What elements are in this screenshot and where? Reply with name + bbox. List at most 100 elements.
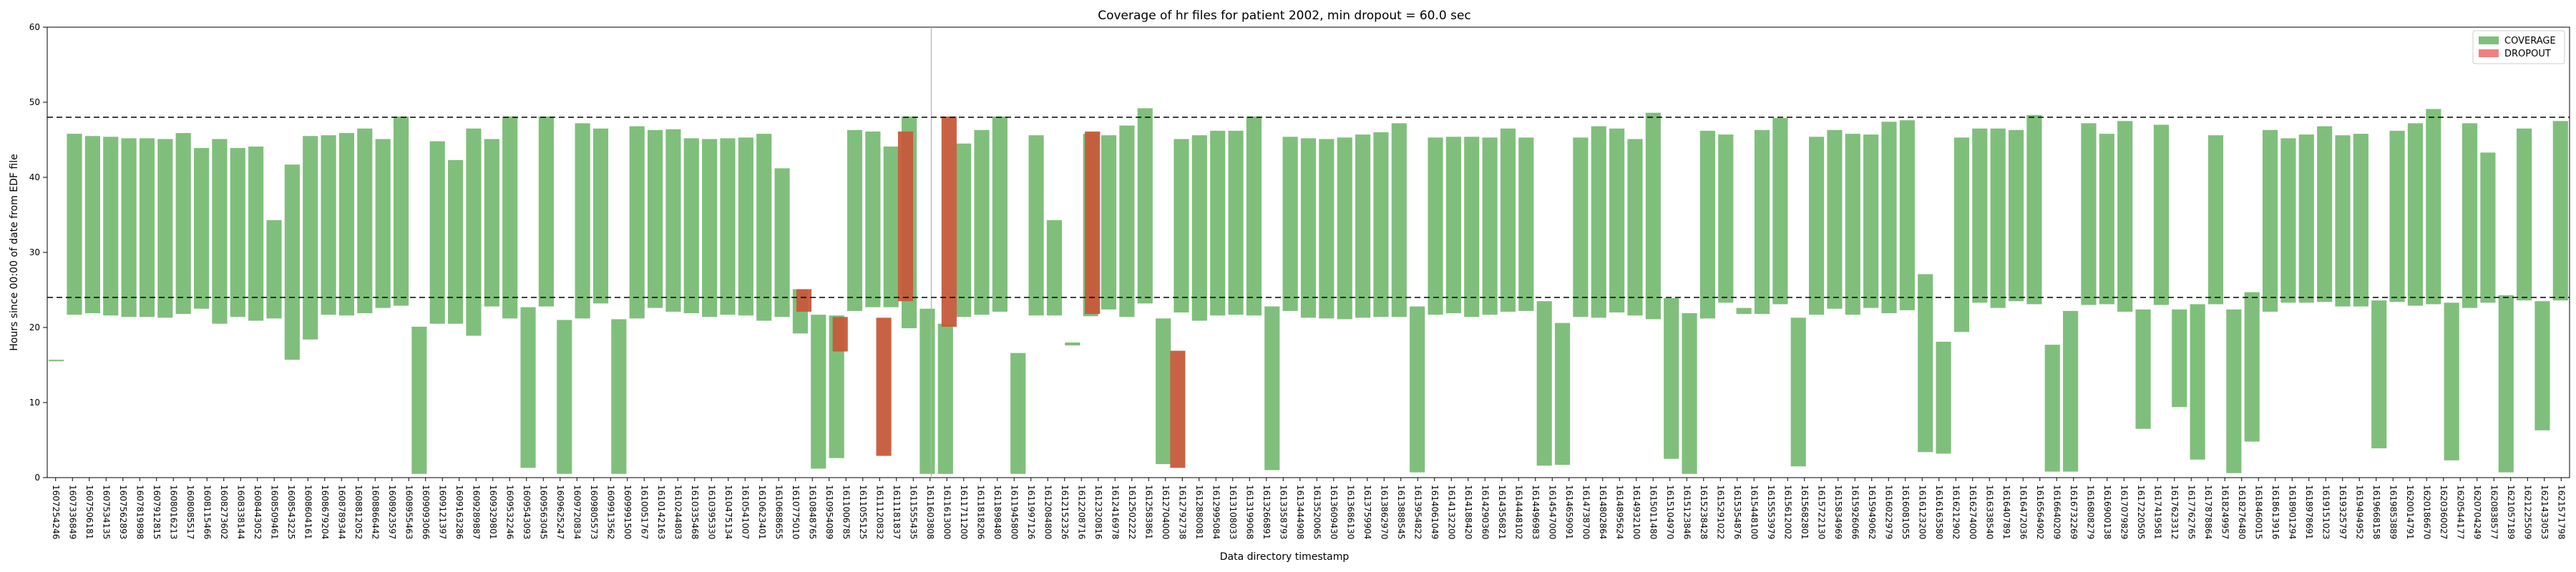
- reference-lines: [47, 117, 2570, 298]
- x-tick-label: 1608679204: [320, 485, 330, 539]
- coverage-bar: [520, 307, 536, 468]
- x-tick-label: 1609121397: [437, 485, 447, 539]
- x-tick-label: 1617419581: [2152, 485, 2162, 539]
- x-tick-label: 1612084800: [1043, 485, 1053, 539]
- x-tick-label: 1620186670: [2421, 485, 2431, 539]
- x-tick-label: 1621433053: [2540, 485, 2550, 539]
- coverage-bar: [1573, 137, 1589, 317]
- x-tick-label: 1608016213: [168, 485, 178, 539]
- x-tick-label: 1609163286: [454, 485, 464, 539]
- y-tick-label: 50: [29, 97, 40, 107]
- coverage-bar: [103, 137, 119, 316]
- coverage-bar: [1391, 123, 1407, 317]
- x-tick-label: 1621571798: [2556, 485, 2566, 539]
- x-tick-label: 1621225509: [2522, 485, 2532, 539]
- x-tick-label: 1616022979: [1883, 485, 1893, 539]
- legend-swatch: [2479, 36, 2499, 44]
- coverage-bar: [1808, 137, 1825, 315]
- coverage-bar: [1536, 301, 1552, 466]
- coverage-bar: [774, 168, 790, 317]
- x-tick-label: 1614547000: [1547, 485, 1557, 539]
- x-tick-label: 1608955463: [404, 485, 414, 539]
- x-tick-label: 1608866442: [370, 485, 380, 539]
- coverage-bar: [1772, 118, 1788, 305]
- coverage-bar: [1410, 306, 1425, 473]
- coverage-bar: [1863, 134, 1879, 308]
- x-tick-label: 1608115466: [202, 485, 212, 539]
- x-tick-label: 1616472036: [2018, 485, 2028, 539]
- y-axis-title: Hours since 00:00 of date from EDF file: [9, 154, 20, 351]
- x-tick-label: 1614659091: [1564, 485, 1574, 539]
- x-tick-label: 1610848765: [807, 485, 817, 539]
- coverage-bar: [2044, 345, 2060, 472]
- x-tick-label: 1607819898: [135, 485, 145, 539]
- coverage-bar: [592, 128, 609, 304]
- x-tick-label: 1619668158: [2371, 485, 2381, 539]
- coverage-bar: [375, 139, 391, 308]
- x-tick-label: 1611711200: [959, 485, 969, 539]
- x-tick-label: 1607254246: [51, 485, 61, 539]
- coverage-bar: [665, 129, 681, 312]
- coverage-bar: [629, 126, 645, 319]
- coverage-bar: [1119, 125, 1135, 317]
- x-tick-label: 1607912815: [152, 485, 162, 539]
- x-tick-label: 1614895624: [1614, 485, 1624, 539]
- coverage-bar: [2371, 300, 2387, 449]
- dropout-bar: [832, 317, 848, 352]
- coverage-bar: [2117, 121, 2133, 312]
- coverage-bar: [1319, 139, 1335, 319]
- coverage-bar: [575, 123, 590, 319]
- coverage-bar: [2552, 121, 2568, 301]
- coverage-bar: [2153, 124, 2169, 305]
- x-tick-label: 1616338540: [1984, 485, 1994, 539]
- x-tick-label: 1608543225: [286, 485, 296, 539]
- x-tick-label: 1615238428: [1699, 485, 1709, 539]
- coverage-bar: [538, 116, 554, 307]
- coverage-bar: [1500, 128, 1516, 312]
- coverage-bar: [1918, 274, 1933, 453]
- coverage-bar: [1174, 139, 1189, 312]
- coverage-bar: [683, 138, 699, 314]
- x-tick-label: 1616900138: [2102, 485, 2112, 539]
- coverage-bar: [175, 133, 191, 315]
- x-tick-label: 1608812052: [353, 485, 364, 539]
- coverage-bar: [284, 164, 300, 360]
- y-tick-label: 30: [29, 247, 40, 257]
- coverage-bar: [992, 116, 1008, 312]
- x-tick-label: 1608338144: [235, 485, 245, 539]
- coverage-bar: [212, 139, 228, 324]
- coverage-bar: [1355, 134, 1371, 318]
- x-tick-label: 1611818206: [975, 485, 985, 539]
- x-tick-label: 1617878864: [2203, 485, 2213, 539]
- coverage-bar: [1010, 352, 1026, 474]
- coverage-bar: [1845, 134, 1860, 315]
- coverage-bar: [1282, 137, 1298, 311]
- x-tick-label: 1610541007: [740, 485, 750, 539]
- x-tick-label: 1617220505: [2136, 485, 2146, 539]
- x-tick-label: 1610688655: [774, 485, 784, 539]
- coverage-bar: [2099, 134, 2114, 305]
- x-tick-label: 1615123846: [1682, 485, 1692, 539]
- x-tick-label: 1608789344: [336, 485, 346, 539]
- coverage-bar: [2262, 129, 2278, 312]
- x-tick-label: 1619494952: [2354, 485, 2364, 539]
- x-tick-label: 1616163580: [1934, 485, 1944, 539]
- coverage-bar: [1337, 137, 1352, 320]
- y-tick-label: 40: [29, 172, 40, 182]
- x-tick-label: 1609913562: [605, 485, 615, 539]
- y-tick-label: 20: [29, 322, 40, 332]
- coverage-bar: [2426, 109, 2441, 305]
- coverage-bar: [1300, 138, 1317, 318]
- x-tick-label: 1609805573: [589, 485, 599, 539]
- x-tick-label: 1614290360: [1480, 485, 1490, 539]
- coverage-bar: [357, 128, 373, 314]
- x-tick-label: 1616123200: [1917, 485, 1927, 539]
- x-tick-label: 1617762765: [2186, 485, 2196, 539]
- coverage-bar: [738, 137, 753, 316]
- coverage-bar: [756, 134, 772, 321]
- x-tick-label: 1614188420: [1463, 485, 1473, 539]
- x-tick-label: 1614496983: [1531, 485, 1541, 539]
- x-tick-label: 1619325797: [2338, 485, 2348, 539]
- x-tick-label: 1613444908: [1295, 485, 1305, 539]
- x-tick-label: 1618613916: [2270, 485, 2280, 539]
